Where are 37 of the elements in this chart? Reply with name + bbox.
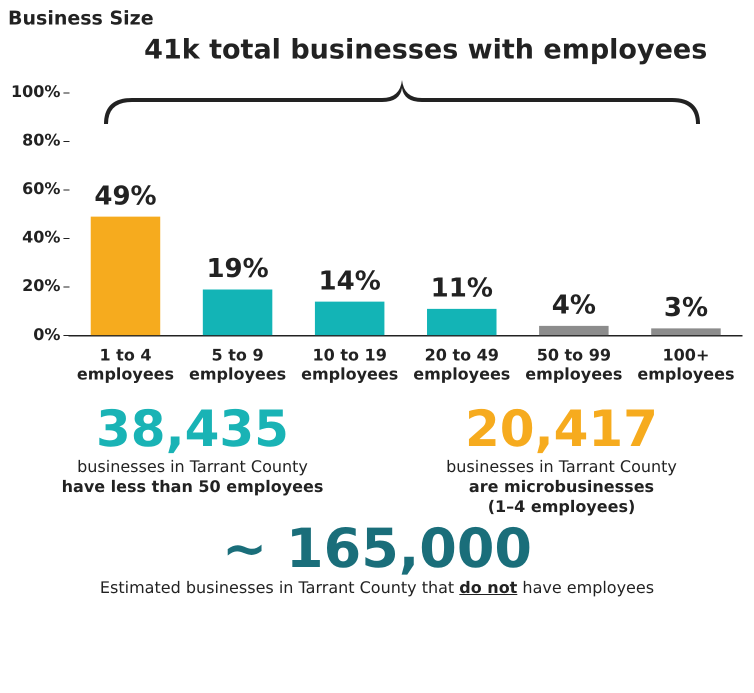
bar xyxy=(539,326,609,336)
bar xyxy=(90,216,160,336)
text: businesses in Tarrant County xyxy=(76,457,309,477)
data-label: 3% xyxy=(664,293,708,324)
data-label: 49% xyxy=(94,181,157,212)
text: ~ 165,000 xyxy=(221,517,533,580)
text: do not xyxy=(459,578,518,598)
data-label: 14% xyxy=(318,266,381,296)
text: have employees xyxy=(522,578,654,598)
y-tick-label: 60% xyxy=(22,179,60,198)
bar xyxy=(314,302,384,336)
x-tick-label: 1 to 4 employees xyxy=(76,345,174,384)
data-label: 19% xyxy=(206,254,269,284)
text: Estimated businesses in Tarrant County that xyxy=(100,578,454,598)
x-tick-label: 50 to 99 employees xyxy=(525,345,622,384)
text: 20,417 xyxy=(464,400,659,458)
bar xyxy=(427,308,497,336)
y-tick-label: 100% xyxy=(10,82,60,101)
text: have less than 50 employees xyxy=(60,477,324,497)
x-tick-label: 10 to 19 employees xyxy=(301,345,398,384)
text: (1–4 employees) xyxy=(486,497,636,517)
data-label: 11% xyxy=(430,274,493,304)
text: are microbusinesses xyxy=(468,477,656,497)
y-tick-label: 80% xyxy=(22,130,60,150)
y-tick-label: 20% xyxy=(22,276,60,296)
y-tick-label: 40% xyxy=(22,228,60,247)
x-tick-label: 100+ employees xyxy=(637,345,735,384)
text: 41k total businesses with employees xyxy=(144,34,708,66)
x-tick-label: 20 to 49 employees xyxy=(413,345,510,384)
x-tick-label: 5 to 9 employees xyxy=(189,345,286,384)
data-label: 4% xyxy=(552,290,596,321)
bar xyxy=(651,328,721,336)
bar xyxy=(202,289,272,336)
y-tick-label: 0% xyxy=(33,324,60,344)
text: 38,435 xyxy=(95,400,290,458)
chart-title: Business Size xyxy=(8,7,154,30)
text: businesses in Tarrant County xyxy=(445,457,678,477)
